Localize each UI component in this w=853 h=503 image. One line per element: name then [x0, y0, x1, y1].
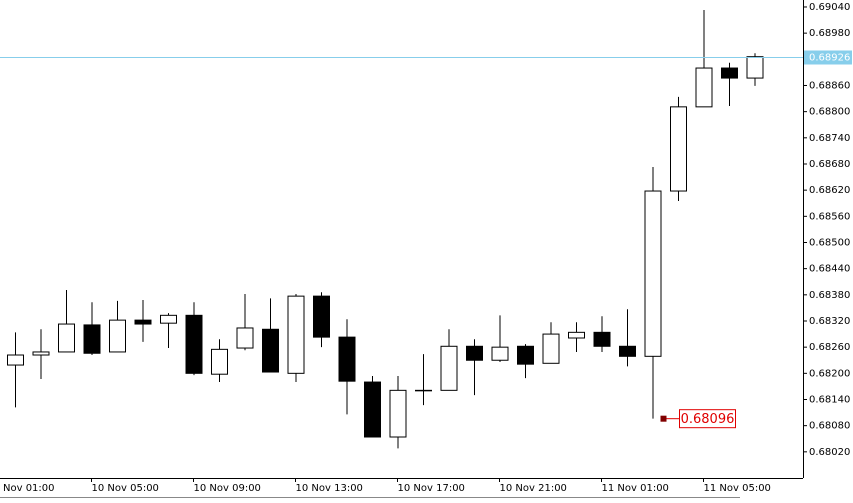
- y-tick-label: 0.68200: [809, 368, 850, 379]
- candle-body: [670, 106, 687, 192]
- current-price-label: 0.68926: [809, 53, 850, 64]
- candle-body: [58, 323, 75, 353]
- candle-body: [7, 354, 24, 366]
- y-tick-label: 0.68980: [809, 28, 850, 39]
- candle-body: [644, 190, 662, 357]
- candle-body: [364, 381, 381, 438]
- candle-body: [746, 56, 764, 79]
- y-tick-label: 0.68560: [809, 211, 850, 222]
- candle-body: [160, 314, 177, 324]
- annotation-box: [679, 409, 736, 429]
- y-tick-label: 0.68020: [809, 447, 850, 458]
- candle-body: [134, 319, 152, 325]
- candle-body: [491, 346, 509, 361]
- candle-body: [83, 324, 101, 354]
- annotation-marker: [660, 415, 667, 422]
- y-tick-label: 0.68140: [809, 394, 850, 405]
- candle-body: [313, 295, 330, 338]
- candle-body: [695, 67, 713, 108]
- x-tick-label: 10 Nov 05:00: [92, 483, 159, 494]
- candle-body: [415, 389, 432, 392]
- y-tick-label: 0.68380: [809, 290, 850, 301]
- y-tick-label: 0.68500: [809, 237, 850, 248]
- x-tick-label: 10 Nov 21:00: [500, 483, 567, 494]
- y-tick-label: 0.68260: [809, 342, 850, 353]
- x-tick-label: 10 Nov 09:00: [194, 483, 261, 494]
- candle-body: [109, 319, 126, 353]
- candle-body: [32, 351, 50, 356]
- x-tick-label: 11 Nov 05:00: [704, 483, 771, 494]
- candle-body: [440, 345, 458, 391]
- y-tick-label: 0.68440: [809, 264, 850, 275]
- current-price-box: [804, 50, 852, 65]
- candle-body: [593, 331, 611, 347]
- candle-body: [389, 389, 407, 438]
- candle-body: [542, 333, 560, 364]
- y-tick-label: 0.68740: [809, 133, 850, 144]
- y-tick-label: 0.68680: [809, 159, 850, 170]
- candle-body: [262, 328, 279, 373]
- annotation-label: 0.68096: [681, 412, 735, 427]
- y-tick-label: 0.68860: [809, 80, 850, 91]
- y-tick-label: 0.68080: [809, 421, 850, 432]
- candle-body: [721, 67, 738, 79]
- x-tick-label: Nov 01:00: [3, 483, 55, 494]
- candle-body: [338, 336, 356, 382]
- y-tick-label: 0.68620: [809, 185, 850, 196]
- candle-body: [236, 327, 254, 349]
- x-tick-label: 10 Nov 17:00: [398, 483, 465, 494]
- x-tick-label: 11 Nov 01:00: [602, 483, 669, 494]
- candle-body: [619, 345, 636, 357]
- candle-body: [517, 345, 534, 365]
- candle-body: [185, 314, 203, 374]
- y-tick-label: 0.68320: [809, 316, 850, 327]
- candle-body: [211, 348, 228, 375]
- candle-body: [287, 295, 305, 374]
- y-tick-label: 0.69040: [809, 2, 850, 13]
- candle-body: [466, 345, 483, 361]
- y-tick-label: 0.68800: [809, 107, 850, 118]
- candle-body: [568, 331, 585, 339]
- x-tick-label: 10 Nov 13:00: [296, 483, 363, 494]
